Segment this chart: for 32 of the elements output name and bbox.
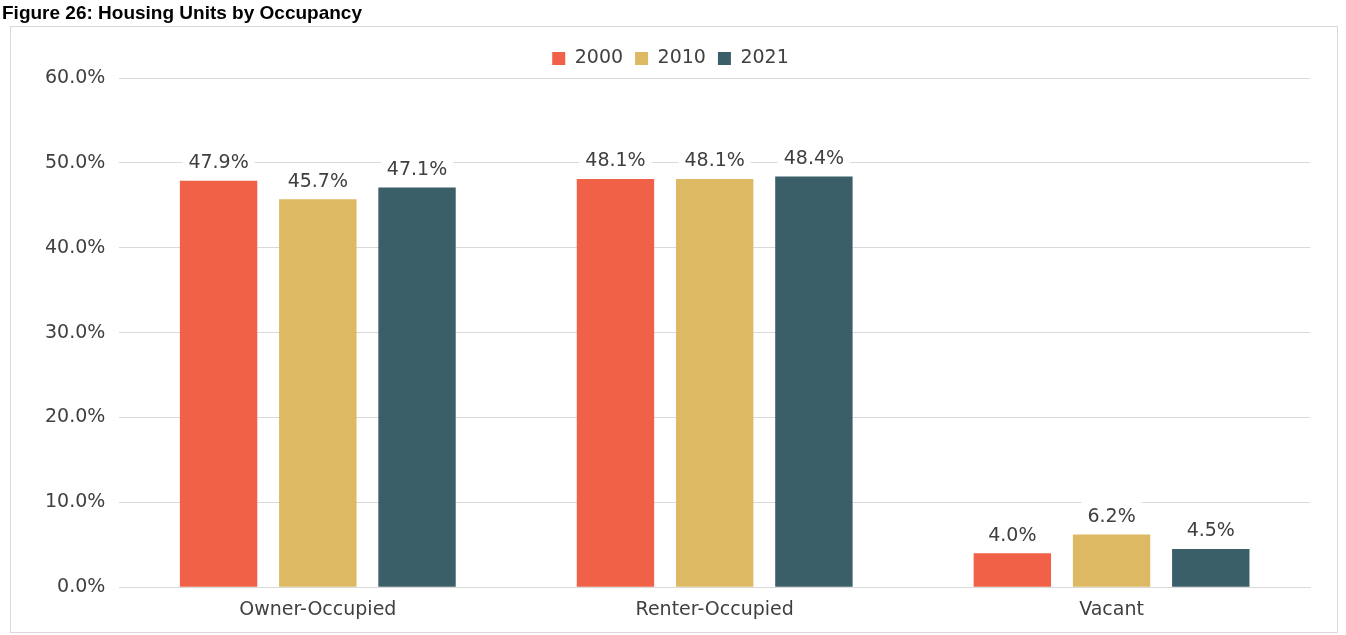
bar [1172,549,1250,587]
y-tick-label: 0.0% [57,574,106,597]
data-label: 47.9% [188,150,249,173]
legend-label: 2021 [740,45,789,68]
data-label: 45.7% [287,168,348,191]
legend-label: 2000 [574,45,624,68]
bar [775,176,853,587]
y-tick-label: 30.0% [45,319,106,342]
bar [973,553,1052,587]
y-tick-label: 60.0% [45,64,106,87]
x-tick-label: Owner-Occupied [239,596,397,619]
data-label: 47.1% [386,156,448,179]
y-tick-label: 40.0% [45,234,106,257]
data-label: 4.0% [988,522,1037,545]
data-label: 48.1% [585,148,646,171]
data-label: 48.4% [783,145,845,168]
x-tick-label: Renter-Occupied [635,596,794,619]
y-tick-label: 20.0% [45,404,106,427]
y-tick-label: 10.0% [45,489,106,512]
legend-label: 2010 [657,45,706,68]
data-label: 48.1% [684,148,745,171]
bar [675,178,754,587]
bar [576,178,655,587]
bar [378,187,456,587]
data-label: 4.5% [1186,518,1235,541]
data-label: 6.2% [1087,504,1136,527]
bar [1072,534,1151,587]
bar [279,199,357,587]
x-tick-label: Vacant [1079,596,1144,619]
chart-title: Figure 26: Housing Units by Occupancy [2,2,363,24]
bar [179,180,258,587]
y-tick-label: 50.0% [45,149,106,172]
